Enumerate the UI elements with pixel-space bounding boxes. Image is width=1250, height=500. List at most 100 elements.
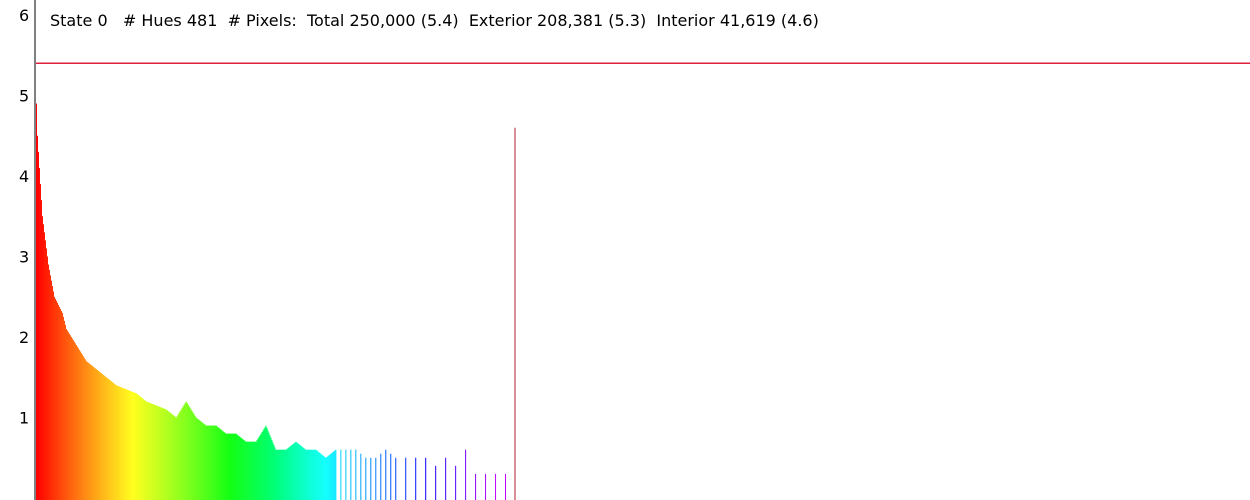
histogram-bar	[211, 425, 213, 500]
histogram-bar	[256, 440, 258, 500]
histogram-bar	[95, 369, 97, 500]
histogram-bar	[113, 383, 115, 500]
histogram-bar	[218, 427, 220, 500]
histogram-bar	[206, 425, 208, 500]
histogram-bar	[133, 392, 135, 500]
histogram-bar	[271, 440, 273, 500]
histogram-bar	[275, 449, 277, 500]
histogram-bars	[36, 103, 507, 500]
histogram-bar	[277, 449, 279, 500]
histogram-bar	[200, 421, 202, 500]
histogram-bar	[76, 346, 78, 500]
histogram-bar	[179, 411, 181, 500]
histogram-bar	[97, 370, 99, 500]
histogram-bar	[219, 428, 221, 500]
histogram-bar	[340, 449, 342, 500]
y-axis-ticks: 1 2 3 4 5 6	[19, 6, 29, 428]
histogram-bar	[171, 414, 173, 500]
histogram-bar	[174, 416, 176, 500]
histogram-bar	[435, 465, 437, 500]
histogram-bar	[122, 388, 124, 500]
histogram-bar	[287, 448, 289, 500]
histogram-bar	[153, 404, 155, 500]
histogram-bar	[197, 419, 199, 500]
histogram-bar	[289, 446, 291, 500]
histogram-bar	[43, 232, 45, 500]
histogram-bar	[73, 341, 75, 500]
histogram-bar	[38, 167, 40, 500]
histogram-bar	[132, 392, 134, 500]
histogram-bar	[190, 409, 192, 500]
histogram-bar	[162, 408, 164, 500]
histogram-bar	[46, 256, 48, 500]
histogram-bar	[48, 269, 50, 500]
histogram-bar	[322, 455, 324, 500]
histogram-bar	[212, 425, 214, 500]
histogram-bar	[209, 425, 211, 500]
histogram-bar	[69, 335, 71, 500]
histogram-bar	[90, 365, 92, 500]
histogram-bar	[84, 359, 86, 500]
histogram-bar	[246, 441, 248, 500]
histogram-bar	[370, 457, 372, 500]
histogram-bar	[158, 406, 160, 500]
histogram-bar	[191, 411, 193, 500]
histogram-bar	[405, 457, 407, 500]
histogram-bar	[88, 363, 90, 500]
histogram-bar	[59, 308, 61, 500]
histogram-bar	[355, 449, 357, 500]
histogram-bar	[161, 407, 163, 500]
hues-label: # Hues	[122, 11, 182, 30]
histogram-bar	[115, 385, 117, 500]
histogram-bar	[215, 425, 217, 500]
histogram-bar	[230, 433, 232, 500]
histogram-bar	[327, 456, 329, 500]
exterior-value: 208,381	[537, 11, 604, 30]
histogram-bar	[475, 473, 477, 500]
histogram-bar	[156, 405, 158, 500]
histogram-bar	[299, 444, 301, 500]
y-tick-label: 6	[19, 6, 29, 25]
histogram-bar	[241, 438, 243, 500]
histogram-bar	[87, 362, 89, 500]
histogram-bar	[279, 449, 281, 500]
histogram-bar	[78, 349, 80, 500]
histogram-bar	[280, 449, 282, 500]
histogram-bar	[112, 382, 114, 500]
histogram-bar	[314, 449, 316, 500]
histogram-bar	[52, 291, 54, 500]
histogram-bar	[221, 430, 223, 500]
histogram-bar	[285, 449, 287, 500]
histogram-bar	[286, 448, 288, 500]
histogram-bar	[82, 356, 84, 500]
y-tick-label: 3	[19, 248, 29, 267]
histogram-bar	[321, 454, 323, 500]
histogram-bar	[270, 437, 272, 500]
histogram-bar	[202, 423, 204, 500]
histogram-bar	[260, 433, 262, 500]
interior-value: 41,619	[719, 11, 776, 30]
histogram-bar	[318, 452, 320, 500]
histogram-bar	[223, 431, 225, 500]
histogram-bar	[129, 390, 131, 500]
histogram-bar	[298, 444, 300, 500]
histogram-bar	[99, 372, 101, 500]
histogram-bar	[187, 404, 189, 500]
histogram-bar	[94, 368, 96, 500]
histogram-bar	[121, 387, 123, 500]
histogram-bar	[380, 453, 382, 500]
histogram-bar	[313, 449, 315, 500]
histogram-bar	[164, 409, 166, 500]
histogram-bar	[304, 448, 306, 500]
histogram-bar	[333, 451, 335, 500]
histogram-bar	[63, 320, 65, 500]
histogram-bar	[308, 449, 310, 500]
histogram-bar	[365, 457, 367, 500]
histogram-bar	[183, 404, 185, 500]
histogram-bar	[205, 425, 207, 500]
histogram-bar	[375, 457, 377, 500]
histogram-bar	[485, 473, 487, 500]
histogram-bar	[70, 337, 72, 500]
histogram-bar	[222, 431, 224, 500]
histogram-bar	[302, 447, 304, 500]
